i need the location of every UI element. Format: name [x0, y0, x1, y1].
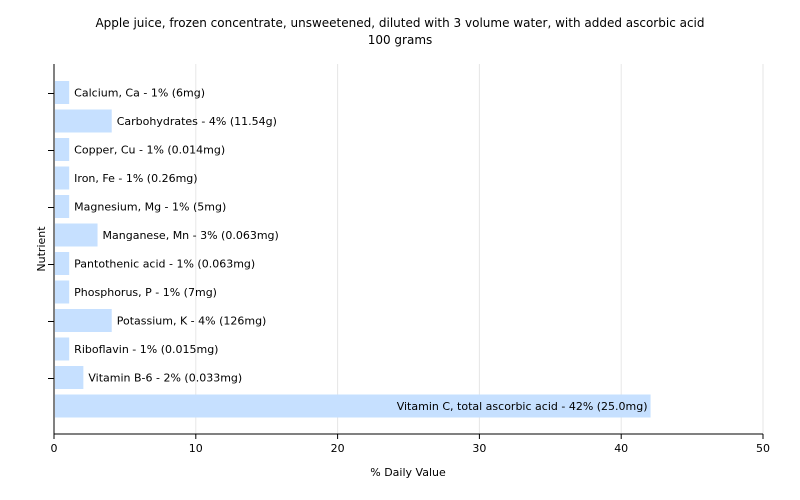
ticks: 0 10 20 30 40 50: [48, 93, 770, 455]
bar-label: Vitamin B-6 - 2% (0.033mg): [88, 372, 242, 385]
bar-label: Calcium, Ca - 1% (6mg): [74, 87, 205, 100]
grid-lines: [195, 64, 764, 434]
bar: [55, 252, 70, 275]
x-tick-label: 40: [614, 442, 628, 455]
bar: [55, 138, 70, 161]
bar: [55, 394, 651, 418]
bar-label: Magnesium, Mg - 1% (5mg): [74, 201, 226, 214]
chart-title: Apple juice, frozen concentrate, unsweet…: [95, 16, 705, 30]
axes: [53, 64, 763, 435]
bar: [55, 195, 70, 218]
bars: Calcium, Ca - 1% (6mg) Carbohydrates - 4%…: [55, 81, 651, 418]
x-tick-label: 10: [189, 442, 203, 455]
bar: [55, 280, 70, 304]
bar: [55, 81, 70, 104]
bar: [55, 366, 84, 389]
bar: [55, 337, 70, 361]
bar: [55, 309, 112, 332]
bar-label: Iron, Fe - 1% (0.26mg): [74, 172, 197, 185]
bar-label: Vitamin C, total ascorbic acid - 42% (25…: [397, 400, 648, 413]
bar-label: Manganese, Mn - 3% (0.063mg): [103, 229, 279, 242]
x-tick-label: 30: [472, 442, 486, 455]
x-tick-label: 0: [51, 442, 58, 455]
bar-label: Pantothenic acid - 1% (0.063mg): [74, 258, 255, 271]
bar-label: Riboflavin - 1% (0.015mg): [74, 343, 218, 356]
bar-label: Copper, Cu - 1% (0.014mg): [74, 144, 225, 157]
x-tick-label: 20: [331, 442, 345, 455]
bar-label: Potassium, K - 4% (126mg): [117, 315, 267, 328]
y-axis-label: Nutrient: [35, 226, 48, 272]
x-axis-label: % Daily Value: [370, 466, 446, 479]
bar: [55, 223, 98, 247]
chart-subtitle: 100 grams: [367, 33, 433, 47]
bar-label: Carbohydrates - 4% (11.54g): [117, 115, 277, 128]
bar: [55, 166, 70, 190]
bar: [55, 109, 112, 133]
bar-label: Phosphorus, P - 1% (7mg): [74, 286, 217, 299]
x-tick-label: 50: [756, 442, 770, 455]
